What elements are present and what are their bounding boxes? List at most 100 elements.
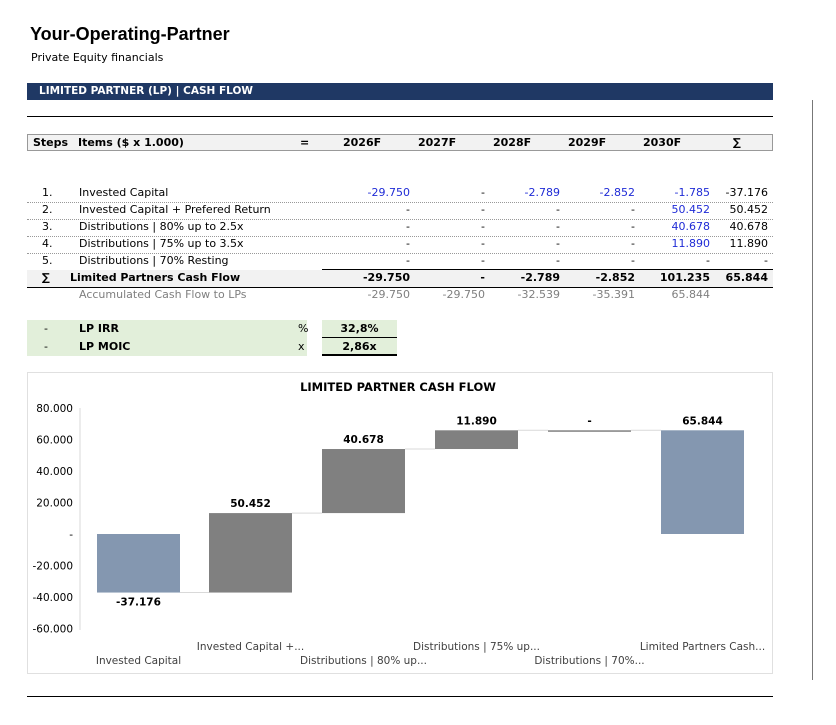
row-step: 3. <box>42 220 53 233</box>
row-value: -2.789 <box>524 186 560 199</box>
accumulated-value: -29.750 <box>442 288 485 301</box>
accumulated-row: Accumulated Cash Flow to LPs -29.750 -29.7… <box>27 287 773 304</box>
col-2028: 2028F <box>493 136 532 149</box>
row-step: 5. <box>42 254 53 267</box>
table-row: 2. Invested Capital + Prefered Return - - - -… <box>27 202 773 220</box>
row-value: - <box>481 254 485 267</box>
y-tick-label: -40.000 <box>32 592 73 604</box>
total-label: Limited Partners Cash Flow <box>70 271 241 284</box>
row-sum: -37.176 <box>725 186 768 199</box>
total-value: -2.852 <box>595 271 635 284</box>
kpi-dash: - <box>44 340 48 353</box>
table-row: 1. Invested Capital -29.750 - -2.789 -2.852 -1… <box>27 185 773 203</box>
table-row: 3. Distributions | 80% up to 2.5x - - - - 40.6… <box>27 219 773 237</box>
section-banner: LIMITED PARTNER (LP) | CASH FLOW <box>27 83 773 100</box>
row-value: - <box>631 220 635 233</box>
row-label: Distributions | 75% up to 3.5x <box>79 237 244 250</box>
row-value: - <box>406 220 410 233</box>
y-tick-label: 80.000 <box>36 403 73 415</box>
table-header: Steps Items ($ x 1.000) = 2026F 2027F 20… <box>27 134 773 151</box>
chart-bar <box>661 430 744 534</box>
sheet-edge <box>812 100 813 680</box>
row-value: - <box>556 203 560 216</box>
chart-category-label: Distributions | 80% up... <box>300 655 427 667</box>
accumulated-value: 65.844 <box>671 288 711 301</box>
row-value: - <box>556 254 560 267</box>
col-sum: ∑ <box>733 136 741 149</box>
chart-bar <box>209 513 292 593</box>
row-value: 11.890 <box>671 237 711 250</box>
row-value: -29.750 <box>367 186 410 199</box>
row-value: - <box>481 237 485 250</box>
col-2030: 2030F <box>643 136 682 149</box>
kpi-value: 2,86x <box>342 340 377 353</box>
total-line <box>322 269 773 270</box>
row-sum: 40.678 <box>729 220 769 233</box>
chart-bar <box>435 430 518 450</box>
chart-bar <box>548 430 631 432</box>
total-value: -2.789 <box>520 271 560 284</box>
chart-category-label: Distributions | 70%... <box>534 655 644 667</box>
row-value: - <box>706 254 710 267</box>
row-value: 40.678 <box>671 220 711 233</box>
kpi-label-bg <box>27 320 307 356</box>
y-tick-label: 60.000 <box>36 435 73 447</box>
kpi-label: LP IRR <box>79 322 119 335</box>
col-steps: Steps <box>33 136 69 149</box>
row-label: Distributions | 80% up to 2.5x <box>79 220 244 233</box>
row-value: - <box>556 220 560 233</box>
row-value: - <box>406 203 410 216</box>
accumulated-label: Accumulated Cash Flow to LPs <box>79 288 247 301</box>
chart-data-label: -37.176 <box>116 597 161 609</box>
accumulated-value: -29.750 <box>367 288 410 301</box>
col-2029: 2029F <box>568 136 607 149</box>
y-tick-label: 20.000 <box>36 498 73 510</box>
row-value: - <box>406 237 410 250</box>
chart-category-label: Invested Capital +... <box>197 641 304 653</box>
kpi-value: 32,8% <box>340 322 379 335</box>
accumulated-value: -35.391 <box>592 288 635 301</box>
total-row: ∑ Limited Partners Cash Flow -29.750 - -2.78… <box>27 270 773 288</box>
chart-bar <box>322 449 405 514</box>
col-2027: 2027F <box>418 136 457 149</box>
kpi-underline <box>322 337 397 338</box>
row-label: Invested Capital + Prefered Return <box>79 203 271 216</box>
table-row: 4. Distributions | 75% up to 3.5x - - - - 11.8… <box>27 236 773 254</box>
chart-data-label: 50.452 <box>230 498 271 510</box>
row-value: -2.852 <box>599 186 635 199</box>
chart-data-label: 11.890 <box>456 415 497 427</box>
chart-title: LIMITED PARTNER CASH FLOW <box>300 380 496 394</box>
chart-category-label: Limited Partners Cash... <box>640 641 765 653</box>
row-value: - <box>631 203 635 216</box>
accumulated-value: -32.539 <box>517 288 560 301</box>
kpi-value-bg <box>322 320 397 356</box>
row-value: - <box>556 237 560 250</box>
page-subtitle: Private Equity financials <box>31 51 164 64</box>
total-step: ∑ <box>42 271 50 284</box>
kpi-double-underline <box>322 354 397 356</box>
row-label: Distributions | 70% Resting <box>79 254 229 267</box>
y-tick-label: -60.000 <box>32 624 73 636</box>
row-step: 2. <box>42 203 53 216</box>
col-2026: 2026F <box>343 136 382 149</box>
kpi-unit: % <box>298 322 309 335</box>
col-items: Items ($ x 1.000) <box>78 136 184 149</box>
total-value: - <box>480 271 485 284</box>
row-value: - <box>406 254 410 267</box>
y-tick-label: - <box>69 529 73 541</box>
total-sum: 65.844 <box>725 271 768 284</box>
divider <box>27 116 773 117</box>
kpi-dash: - <box>44 322 48 335</box>
total-value: 101.235 <box>659 271 710 284</box>
row-value: - <box>631 254 635 267</box>
col-eq: = <box>300 136 310 149</box>
chart-data-label: 65.844 <box>682 415 723 427</box>
row-value: - <box>631 237 635 250</box>
row-value: - <box>481 203 485 216</box>
row-step: 4. <box>42 237 53 250</box>
row-sum: 11.890 <box>729 237 769 250</box>
chart-frame <box>27 372 773 674</box>
row-value: 50.452 <box>671 203 711 216</box>
row-value: - <box>481 220 485 233</box>
